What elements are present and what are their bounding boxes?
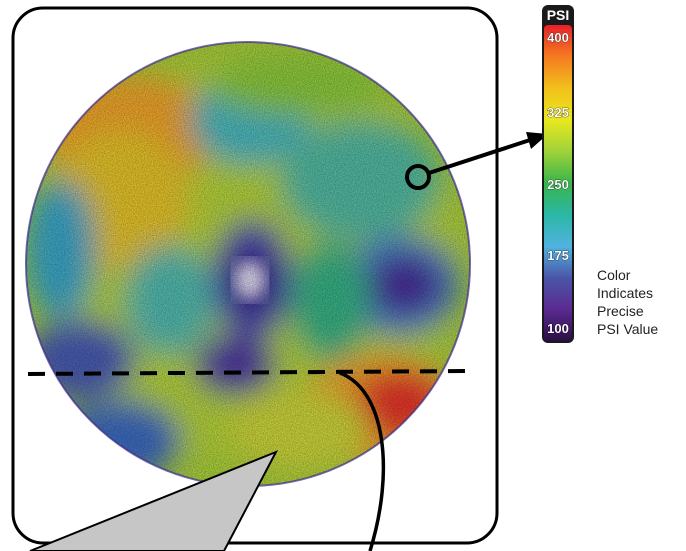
legend-tick-325: 325 [547,105,569,120]
cross-section-dashed-line [27,369,473,376]
callout-pointer [29,450,279,551]
legend-title: PSI [547,7,570,23]
probe-point-marker [405,164,431,190]
legend-tick-100: 100 [547,321,569,336]
psi-legend: PSI 400 325 250 175 100 [542,5,574,343]
pressure-map-disc [25,41,471,487]
caption-line-2: Indicates [597,285,653,301]
legend-tick-400: 400 [547,30,569,45]
caption-line-3: Precise [597,303,644,319]
caption-line-1: Color [597,267,631,283]
legend-tick-250: 250 [547,177,569,192]
legend-color-scale [544,25,572,341]
legend-tick-175: 175 [547,248,569,263]
section-curve-line [339,371,386,551]
caption-line-4: PSI Value [597,321,658,337]
legend-caption: Color Indicates Precise PSI Value [597,267,658,337]
pointer-arrow-line [428,138,531,175]
